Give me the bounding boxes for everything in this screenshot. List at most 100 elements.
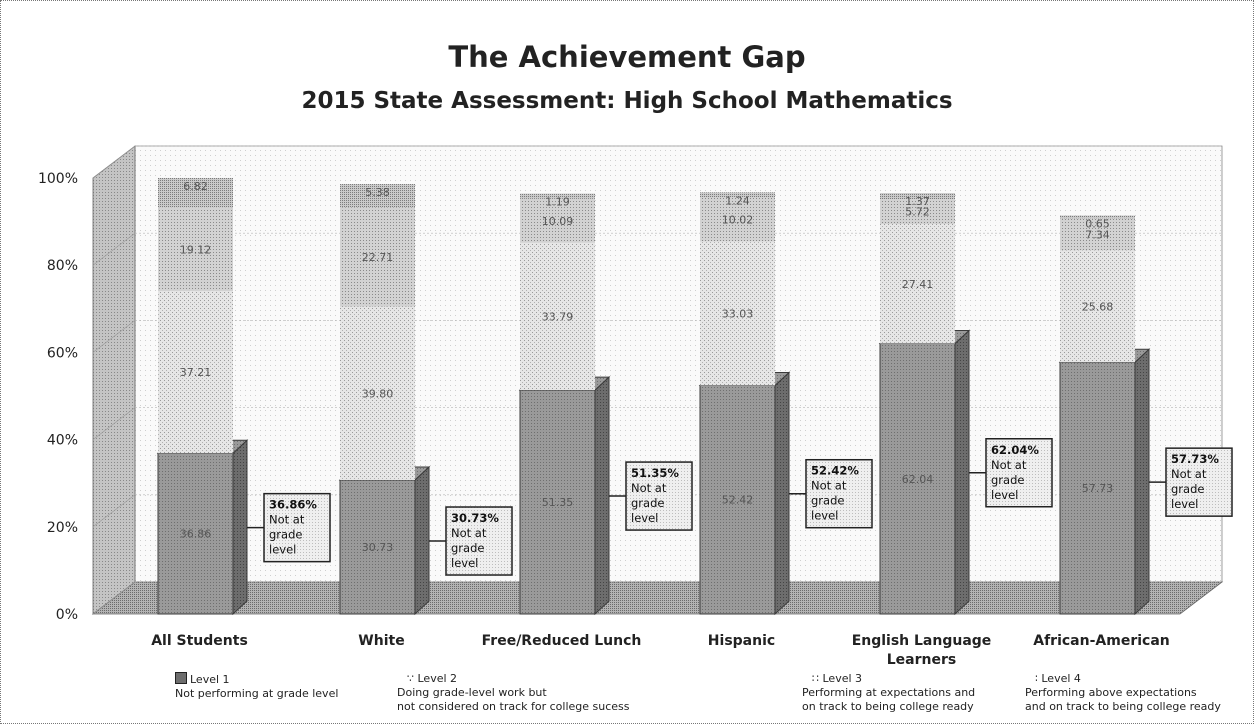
bar-value-label: 33.03: [722, 307, 754, 320]
callout-box: [625, 461, 693, 531]
legend-desc: and on track to being college ready: [1025, 700, 1221, 713]
bar-level-1-side: [414, 465, 430, 616]
bar-value-label: 37.21: [180, 366, 212, 379]
callout-box: [1165, 447, 1233, 517]
y-tick-label: 20%: [47, 520, 78, 536]
x-tick-label: English Language: [852, 633, 992, 649]
bar-value-label: 22.71: [362, 251, 394, 264]
callout-text: 62.04%: [991, 443, 1039, 457]
bar-value-label: 10.09: [542, 215, 574, 228]
callout-box: [985, 438, 1053, 508]
y-tick-label: 80%: [47, 258, 78, 274]
callout-text: 30.73%: [451, 511, 499, 525]
y-axis: 0% 20% 40% 60% 80% 100%: [38, 171, 78, 623]
bar-level-2: [1060, 250, 1135, 363]
bar-value-label: 57.73: [1082, 482, 1114, 495]
callout-text: 51.35%: [631, 466, 679, 480]
bar-value-label: 10.02: [722, 214, 754, 227]
callout-text: Not at: [991, 458, 1027, 472]
bar-level-1-side: [1134, 348, 1150, 616]
callout-text: grade: [269, 528, 302, 542]
y-tick-label: 40%: [47, 433, 78, 449]
callout-text: grade: [811, 494, 844, 508]
bar-value-label: 1.37: [905, 195, 930, 208]
legend-item-level-3: ∷ Level 3 Performing at expectations and…: [802, 672, 975, 714]
bar-level-4: [340, 184, 415, 208]
y-tick-label: 100%: [38, 171, 78, 187]
bar-value-label: 30.73: [362, 541, 394, 554]
bar-level-3: [1060, 218, 1135, 251]
bar-level-2: [158, 291, 233, 454]
callout-text: Not at: [269, 513, 305, 527]
bar-value-label: 1.19: [545, 196, 570, 209]
x-axis: All Students White Free/Reduced Lunch Hispa…: [151, 633, 1170, 668]
gridline-side: [92, 320, 136, 353]
callout-text: 52.42%: [811, 464, 859, 478]
callout-text: level: [451, 556, 478, 570]
level-4-swatch-icon: ∶: [1035, 672, 1038, 685]
bar-level-4: [700, 192, 775, 198]
legend-label: Level 2: [417, 672, 458, 685]
callout-text: level: [991, 488, 1018, 502]
bar-level-3: [700, 197, 775, 242]
bar-value-label: 5.72: [905, 206, 930, 219]
bar-value-label: 27.41: [902, 278, 934, 291]
legend-desc: Not performing at grade level: [175, 687, 339, 700]
gridline-side: [92, 407, 136, 440]
callout-text: grade: [1171, 482, 1204, 496]
callout-text: Not at: [631, 481, 667, 495]
legend-item-level-4: ∶ Level 4 Performing above expectations …: [1025, 672, 1221, 714]
callout-text: level: [811, 509, 838, 523]
y-tick-label: 60%: [47, 345, 78, 361]
level-1-swatch-icon: [175, 672, 187, 684]
bar-level-1-side: [954, 329, 970, 616]
bar-level-1-side: [232, 439, 248, 616]
gridline-side: [92, 494, 136, 528]
bar-level-2: [340, 306, 415, 481]
gridline-side: [92, 145, 136, 179]
legend-desc: Performing at expectations and: [802, 686, 976, 699]
callout-text: level: [269, 543, 296, 557]
bar-value-label: 0.65: [1085, 217, 1110, 230]
bar-value-label: 33.79: [542, 310, 574, 323]
bar-level-1-side: [594, 375, 610, 616]
x-tick-label: Hispanic: [708, 633, 775, 649]
y-tick-label: 0%: [56, 607, 78, 623]
callout-text: Not at: [451, 526, 487, 540]
callout-text: grade: [631, 496, 664, 510]
bar-level-1: [157, 452, 234, 615]
bars: 36.86 37.21 19.12 6.82 30.73 39.80 22.71 5.38 51…: [156, 177, 1151, 616]
x-tick-label: White: [358, 633, 404, 649]
bar-level-2: [700, 241, 775, 386]
bar-value-label: 19.12: [180, 243, 212, 256]
callout-text: grade: [451, 541, 484, 555]
bar-level-1: [339, 479, 416, 615]
bar-value-label: 7.34: [1085, 228, 1110, 241]
bar-level-2: [520, 242, 595, 391]
legend-desc: Performing above expectations: [1025, 686, 1197, 699]
callout-text: Not at: [1171, 467, 1207, 481]
chart-title: The Achievement Gap: [448, 40, 806, 74]
x-tick-label: Learners: [887, 652, 956, 668]
bar-level-3: [520, 198, 595, 243]
bar-value-label: 39.80: [362, 387, 394, 400]
legend-desc: not considered on track for college suce…: [397, 700, 630, 713]
legend-label: Level 4: [1041, 672, 1081, 685]
bar-level-4: [158, 177, 233, 208]
bar-value-label: 25.68: [1082, 300, 1114, 313]
bar-value-label: 6.82: [183, 180, 208, 193]
bar-level-1: [879, 343, 956, 615]
bar-level-4: [1060, 215, 1135, 219]
callout-text: 57.73%: [1171, 452, 1219, 466]
x-tick-label: Free/Reduced Lunch: [482, 633, 642, 649]
gridline-side: [92, 232, 136, 266]
callout-box: [445, 506, 513, 576]
callout-text: Not at: [811, 479, 847, 493]
bar-value-label: 52.42: [722, 494, 754, 507]
bar-level-2: [880, 223, 955, 344]
gridline-side: [92, 581, 136, 615]
legend-item-level-1: Level 1 Not performing at grade level: [175, 672, 338, 701]
level-2-swatch-icon: ∵: [407, 672, 414, 685]
x-tick-label: African-American: [1033, 633, 1170, 649]
